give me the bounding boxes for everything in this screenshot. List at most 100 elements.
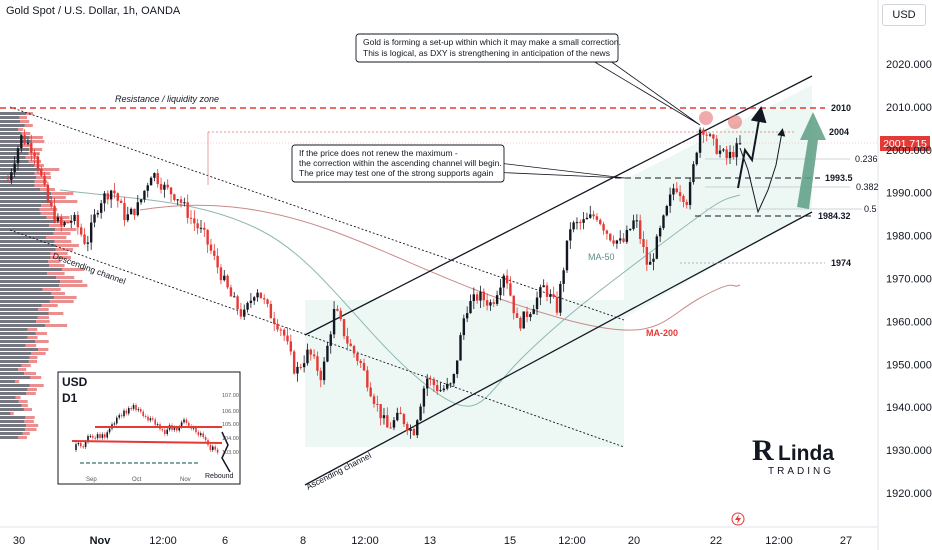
volume-profile-bar	[0, 416, 26, 419]
volume-profile-bar	[0, 332, 36, 335]
y-tick-label: 1960.000	[886, 316, 932, 328]
mid-note-callout: If the price does not renew the maximum …	[291, 144, 626, 183]
volume-profile-bar	[24, 372, 36, 375]
inset-candle-body	[84, 441, 87, 448]
volume-profile-bar	[0, 140, 32, 143]
x-tick-label: 8	[300, 535, 306, 547]
volume-profile-bar	[0, 288, 43, 291]
inset-y-tick-105: 105.00	[222, 422, 239, 428]
candle-body	[638, 220, 642, 240]
volume-profile-bar	[0, 300, 50, 303]
inset-candle-body	[77, 442, 80, 445]
volume-profile-bar	[21, 404, 28, 407]
candle-body	[525, 311, 529, 318]
inset-candle-body	[142, 411, 144, 416]
x-tick-label: 22	[710, 535, 722, 547]
candle-body	[609, 233, 612, 241]
inset-candle-body	[188, 422, 190, 427]
inset-candle-body	[202, 433, 204, 438]
candle-body	[106, 193, 110, 200]
inset-candle-body	[195, 427, 197, 433]
mid-note-line-2: the correction within the ascending chan…	[299, 158, 502, 168]
candle-body	[6, 179, 10, 181]
flash-icon[interactable]	[731, 512, 745, 526]
volume-profile-bar	[27, 388, 37, 391]
ascending-channel-upper	[304, 75, 813, 336]
candle-body	[156, 173, 159, 185]
y-tick-label: 1970.000	[886, 274, 932, 286]
candle-body	[36, 156, 40, 169]
inset-currency-label: USD	[62, 375, 88, 389]
volume-profile-bar	[0, 280, 61, 283]
volume-profile-bar	[0, 348, 39, 351]
candle-body	[465, 313, 469, 319]
candle-body	[229, 287, 233, 297]
candle-body	[10, 172, 13, 180]
x-tick-label: 12:00	[149, 535, 177, 547]
candle-body	[419, 406, 422, 421]
candle-body	[30, 142, 33, 153]
inset-candle-body	[101, 434, 104, 438]
candle-body	[266, 299, 269, 304]
candle-body	[362, 363, 366, 371]
candle-body	[329, 334, 332, 346]
inset-candle-body	[173, 427, 176, 430]
inset-candle-body	[197, 432, 200, 436]
volume-profile-bar	[42, 288, 61, 291]
candle-body	[619, 238, 622, 241]
volume-profile-bar	[0, 324, 46, 327]
volume-profile-bar	[31, 352, 46, 355]
candle-body	[399, 412, 402, 415]
candle-body	[582, 219, 585, 223]
volume-profile-bar	[38, 348, 49, 351]
projection-path-correction	[739, 128, 786, 214]
candle-body	[369, 387, 372, 397]
current-price-tag	[880, 136, 930, 151]
candle-body	[715, 138, 718, 154]
candle-body	[50, 202, 53, 206]
candles	[6, 127, 742, 439]
candle-body	[569, 229, 572, 241]
volume-profile-bar	[25, 416, 35, 419]
candle-body	[642, 239, 645, 248]
candle-body	[515, 313, 519, 318]
volume-profile-bar	[0, 432, 23, 435]
candle-body	[173, 194, 176, 201]
volume-profile-bar	[26, 392, 36, 395]
currency-button[interactable]: USD	[882, 4, 926, 26]
candle-body	[605, 230, 609, 234]
volume-profile-bar	[25, 344, 37, 347]
volume-profile-bar	[0, 340, 36, 343]
inset-candle-body	[154, 419, 156, 425]
volume-profile-bar	[52, 196, 66, 199]
candle-body	[708, 134, 712, 136]
volume-profile-bar	[51, 200, 78, 203]
time-axis[interactable]: 30 Nov 12:00 6 8 12:00 13 15 12:00 20 22 12:00 27	[13, 535, 852, 547]
resistance-zone-label: Resistance / liquidity zone	[115, 94, 219, 104]
candle-body	[226, 275, 229, 288]
volume-profile-bar	[0, 308, 39, 311]
volume-profile-bar	[0, 124, 25, 127]
inset-candle-body	[178, 426, 180, 431]
inset-candle-body	[118, 415, 120, 418]
candle-body	[565, 240, 569, 271]
candle-body	[672, 188, 675, 195]
inset-candle-body	[209, 444, 212, 451]
price-axis[interactable]: 2020.000 2010.000 2000.000 1990.000 1980.000…	[886, 59, 932, 500]
candle-body	[552, 294, 555, 298]
candle-body	[482, 291, 485, 301]
inset-candle-body	[216, 449, 219, 453]
y-tick-label: 1980.000	[886, 231, 932, 243]
candle-body	[93, 214, 96, 223]
candle-body	[429, 378, 432, 380]
volume-profile-bar	[0, 196, 53, 199]
candle-body	[302, 363, 306, 368]
volume-profile-bar	[0, 112, 27, 115]
ma200-label: MA-200	[646, 328, 678, 338]
inset-chart: USD D1 107.00 106.00 105.00 104.00 103.0…	[57, 371, 241, 485]
candle-body	[279, 329, 283, 331]
candle-body	[139, 199, 143, 203]
volume-profile-bar	[51, 292, 65, 295]
level-label-1974: 1974	[831, 258, 851, 268]
